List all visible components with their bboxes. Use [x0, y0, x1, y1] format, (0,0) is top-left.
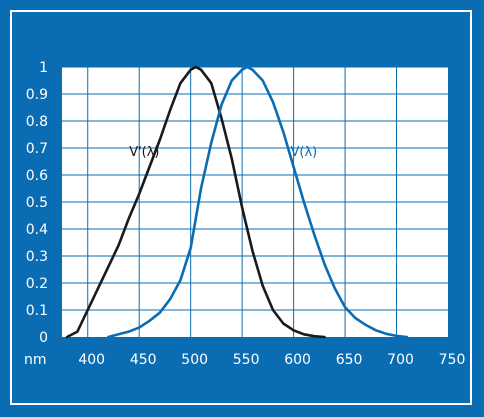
- curve-label-1: V(λ): [291, 145, 318, 160]
- x-tick-label-4: 600: [284, 352, 311, 368]
- x-tick-label-5: 650: [336, 352, 363, 368]
- y-tick-label-6: 0.6: [26, 168, 48, 184]
- y-tick-label-4: 0.4: [26, 222, 48, 238]
- y-tick-label-2: 0.2: [26, 276, 48, 292]
- y-tick-label-5: 0.5: [26, 195, 48, 211]
- y-tick-label-1: 0.1: [26, 303, 48, 319]
- x-tick-label-2: 500: [181, 352, 208, 368]
- y-tick-label-3: 0.3: [26, 249, 48, 265]
- curve-label-0: V'(λ): [129, 145, 159, 160]
- x-tick-label-0: 400: [78, 352, 105, 368]
- chart-frame: [10, 10, 472, 405]
- series-line-1: [107, 65, 409, 339]
- x-tick-label-7: 750: [439, 352, 466, 368]
- y-tick-label-10: 1: [39, 60, 48, 76]
- x-tick-label-3: 550: [233, 352, 260, 368]
- y-tick-label-8: 0.8: [26, 114, 48, 130]
- y-tick-label-0: 0: [39, 330, 48, 346]
- x-unit-label: nm: [24, 352, 47, 368]
- series-line-0: [65, 65, 326, 339]
- y-tick-label-7: 0.7: [26, 141, 48, 157]
- x-tick-label-6: 700: [387, 352, 414, 368]
- x-tick-label-1: 450: [130, 352, 157, 368]
- y-tick-label-9: 0.9: [26, 87, 48, 103]
